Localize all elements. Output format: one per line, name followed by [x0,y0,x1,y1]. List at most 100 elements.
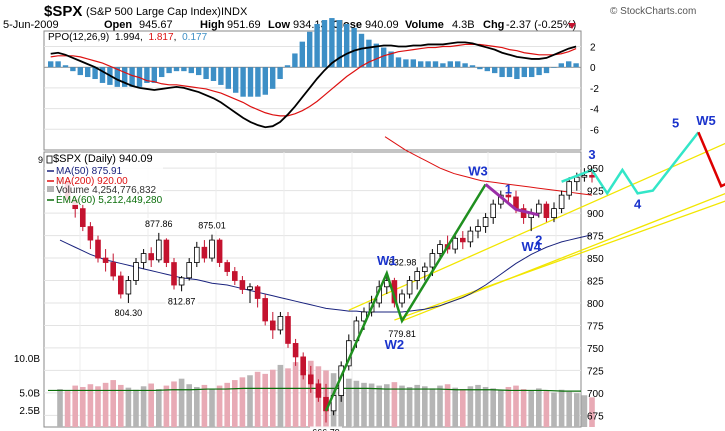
price-bar [482,213,489,233]
volume-bar [422,386,428,427]
ppo-histogram-bar [166,67,172,74]
ppo-histogram-bar [351,27,357,68]
ppo-histogram-bar [210,67,217,81]
ppo-histogram-bar [181,67,187,72]
volume-bar [475,384,481,427]
price-bar [133,258,139,286]
price-bar [467,226,474,248]
volume-bar [574,393,580,427]
price-tick-label: 900 [587,209,604,220]
price-annotation: 875.01 [198,221,226,231]
price-bar-body [171,262,177,286]
ppo-signal-line [50,43,577,117]
ppo-histogram-bar [233,67,239,93]
volume-bar [254,371,261,427]
price-bar [95,235,101,263]
price-annotation: 812.87 [168,296,196,306]
ma50-line [59,234,593,313]
volume-bar [437,385,443,427]
ppo-histogram-bar [388,51,394,68]
ppo-histogram-bar [225,67,231,89]
quote-date: 5-Jun-2009 [3,19,59,31]
volume-label: Volume [405,19,444,31]
chg-value: -2.37 (-0.25%) [506,19,576,31]
price-bar [171,258,177,290]
volume-bar [482,386,489,427]
price-bar [87,222,94,250]
ema60-line [48,387,581,392]
volume-bar [239,377,246,427]
ppo-histogram-bar [329,18,335,68]
price-bar-body [224,262,231,272]
volume-bar [186,384,192,427]
volume-bar [376,385,382,427]
volume-bar [87,384,94,427]
price-annotation-bg [112,306,145,318]
price-bar-body [102,257,109,263]
volume-bar [64,391,71,427]
volume-legend-name: Volume [56,185,90,196]
price-bar [125,276,132,303]
price-bar-body [269,320,276,331]
price-bar [581,168,588,182]
volume-bar [391,382,398,427]
volume-bar [133,389,139,427]
price-bar-body [110,262,117,277]
volume-bar [520,389,527,427]
price-bar-body [482,217,489,227]
volume-bar [262,373,268,427]
price-bar [269,311,276,339]
ppo-histogram-bar [455,61,461,68]
price-bar [262,293,268,326]
ppo-histogram-bar [55,61,61,68]
wave-label: 4 [634,197,642,212]
price-bar [399,289,405,308]
price-bar [315,379,322,402]
ppo-legend-signal: 1.817 [149,32,174,43]
wave-label: 3 [588,147,595,162]
ma50-legend: MA(50) 875.91 [56,166,123,177]
high-value: 951.69 [227,19,261,31]
price-bar-body [186,262,193,279]
price-bar [186,258,193,281]
ppo-histogram-bar [284,65,291,68]
volume-bar [232,380,238,427]
ppo-histogram-bar [70,67,76,72]
price-bar-body [163,239,170,263]
volume-bar [148,383,154,427]
price-bar [421,262,428,281]
ma50-legend-name: MA(50) [56,166,89,177]
volume-bar [140,386,147,427]
volume-bar [498,389,504,427]
price-bar [193,241,200,268]
volume-bar [384,384,390,427]
ppo-histogram-bar [506,67,513,78]
price-bar-body [307,374,314,385]
price-bar-body [414,271,420,281]
ppo-histogram-bar [129,67,135,87]
price-annotation-bg [142,217,175,229]
ppo-histogram-bar [62,65,69,68]
volume-bar [171,381,177,427]
volume-legend: Volume 4,254,776,832 [56,185,157,196]
price-tick-label: 675 [587,411,604,422]
ppo-legend: PPO(12,26,9) 1.994, 1.817, 0.177 [48,32,208,43]
ppo-histogram-bar [425,61,431,68]
open-label: Open [104,19,132,31]
ppo-tick-label: -6 [590,125,599,136]
volume-bar [589,397,595,427]
volume-bar [429,388,436,427]
volume-tick-label: 10.0B [14,354,40,365]
price-bar [285,311,291,348]
volume-bar [247,375,253,427]
wave-label: W2 [385,337,405,352]
price-legend-icon [46,155,53,164]
ppo-tick-label: 2 [590,43,596,54]
ppo-histogram-bar [573,63,579,68]
volume-tick-label: 5.0B [19,389,40,400]
volume-value: 4.3B [452,19,475,31]
price-bar-body [209,239,215,259]
volume-bar [467,386,474,427]
ppo-histogram-bar [536,67,542,76]
price-bar [277,311,284,335]
